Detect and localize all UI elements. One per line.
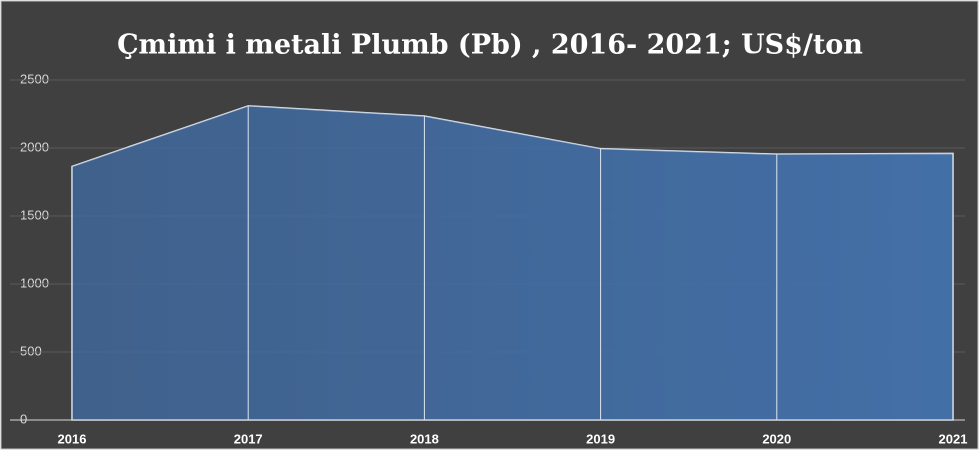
y-tick-label: 0: [20, 411, 27, 426]
chart-title: Çmimi i metali Plumb (Pb) , 2016- 2021; …: [117, 30, 863, 61]
y-tick-label: 500: [20, 343, 42, 358]
y-tick-label: 1500: [20, 207, 49, 222]
y-tick-label: 2000: [20, 139, 49, 154]
y-tick-label: 1000: [20, 275, 49, 290]
y-tick-label: 2500: [20, 71, 49, 86]
x-tick-label: 2016: [58, 431, 87, 446]
x-tick-label: 2018: [410, 431, 439, 446]
x-tick-label: 2019: [586, 431, 615, 446]
x-tick-label: 2017: [234, 431, 263, 446]
area-shade: [72, 105, 953, 420]
x-tick-label: 2020: [762, 431, 791, 446]
x-tick-label: 2021: [939, 431, 968, 446]
